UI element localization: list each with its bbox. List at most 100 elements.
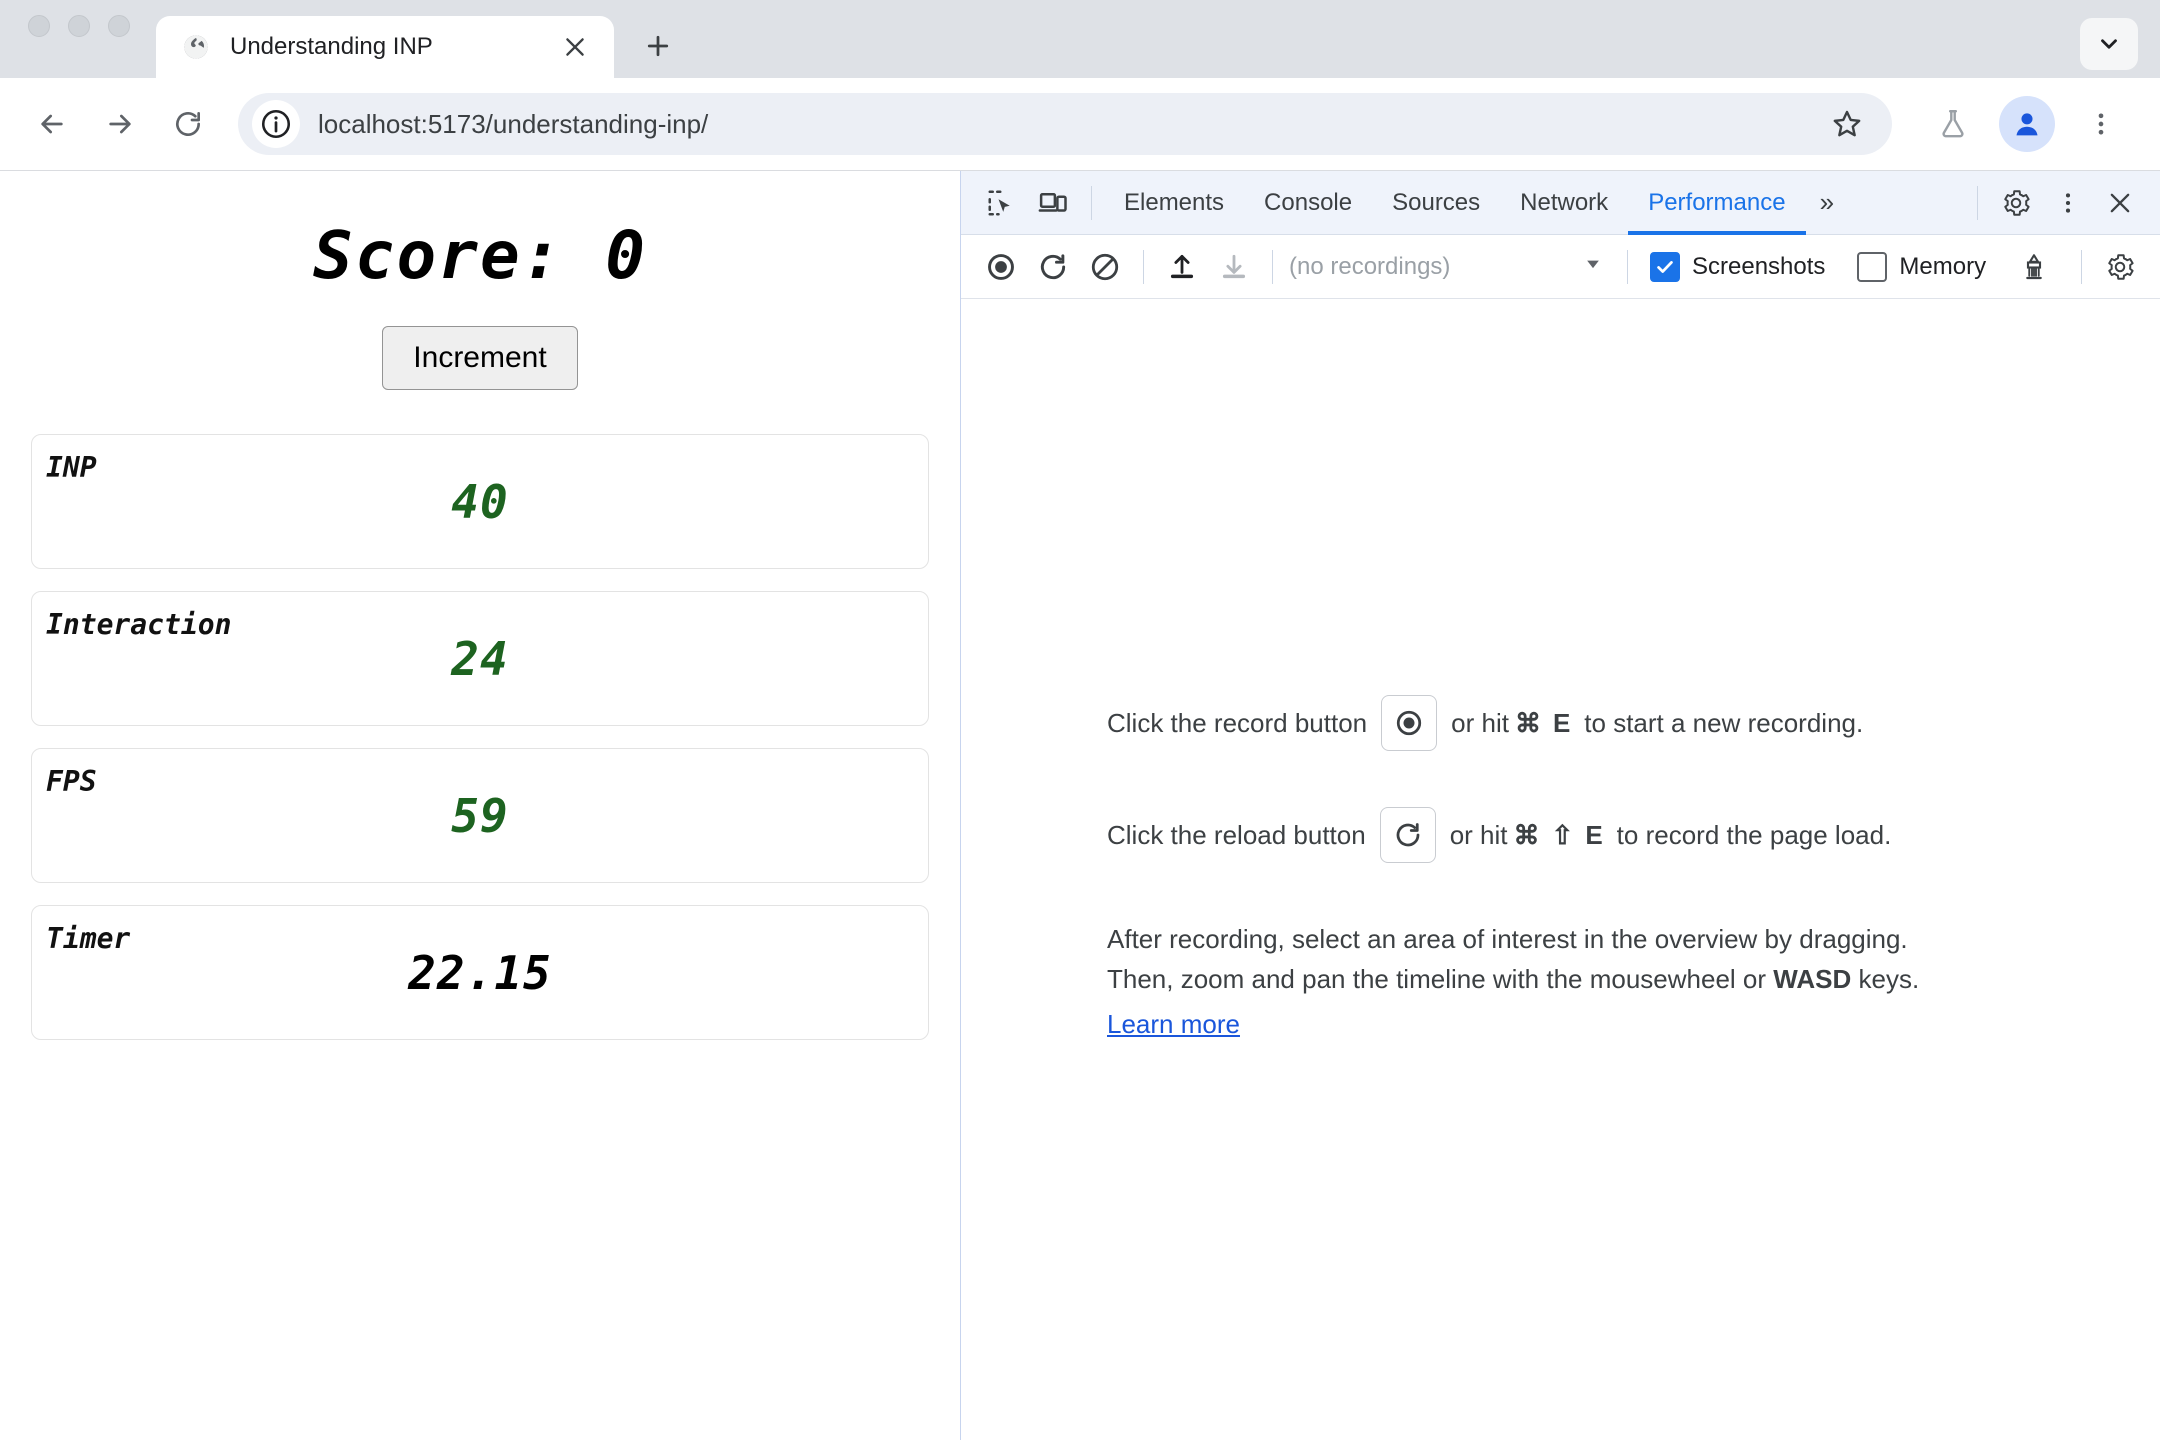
back-button[interactable]: [18, 90, 86, 158]
tab-console[interactable]: Console: [1264, 188, 1353, 216]
recordings-value: (no recordings): [1289, 252, 1451, 280]
tab-elements[interactable]: Elements: [1124, 188, 1225, 216]
divider: [1091, 185, 1092, 220]
device-toolbar-icon[interactable]: [1027, 177, 1079, 229]
metric-value: 59: [451, 788, 509, 843]
devtools-tab-bar: Elements Console Sources Network Perform…: [961, 171, 2160, 235]
web-page-content: Score: 0 Increment INP 40 Interaction 24…: [0, 171, 960, 1440]
viewport-split: Score: 0 Increment INP 40 Interaction 24…: [0, 170, 2160, 1440]
metric-label: Interaction: [46, 608, 232, 641]
record-hint-suffix-b: to start a new recording.: [1584, 707, 1864, 738]
chevron-down-icon: [1583, 254, 1603, 279]
clear-prohibited-icon[interactable]: [1079, 241, 1131, 293]
tab-title: Understanding INP: [230, 33, 433, 60]
tab-strip: Understanding INP: [0, 0, 2160, 78]
reload-hint-prefix: Click the reload button: [1107, 819, 1366, 850]
metric-card-timer: Timer 22.15: [31, 905, 929, 1040]
divider: [1977, 185, 1978, 220]
wasd-keys: WASD: [1773, 964, 1852, 995]
browser-tab[interactable]: Understanding INP: [156, 16, 614, 78]
browser-toolbar: localhost:5173/understanding-inp/: [0, 78, 2160, 170]
reload-hint-suffix-a: or hit: [1449, 819, 1508, 850]
metric-value: 24: [451, 631, 509, 686]
bookmark-star-icon[interactable]: [1812, 97, 1882, 151]
metric-card-inp: INP 40: [31, 434, 929, 569]
window-controls: [28, 0, 130, 78]
metric-card-list: INP 40 Interaction 24 FPS 59 Timer 22.15: [0, 434, 960, 1040]
reload-hint-suffix-b: to record the page load.: [1616, 819, 1892, 850]
tab-performance[interactable]: Performance: [1628, 171, 1805, 235]
record-hint-prefix: Click the record button: [1107, 707, 1368, 738]
recordings-dropdown[interactable]: (no recordings): [1285, 253, 1615, 281]
profile-avatar-icon[interactable]: [1994, 91, 2060, 157]
shift-key: ⇧: [1551, 819, 1574, 850]
experiments-flask-icon[interactable]: [1920, 91, 1986, 157]
close-icon[interactable]: [2094, 177, 2146, 229]
gear-icon[interactable]: [2094, 241, 2146, 293]
globe-icon: [182, 33, 210, 61]
inspect-element-icon[interactable]: [975, 177, 1027, 229]
download-profile-icon: [1208, 241, 1260, 293]
collect-garbage-icon[interactable]: [2008, 241, 2060, 293]
devtools-panel: Elements Console Sources Network Perform…: [960, 171, 2160, 1440]
divider: [2081, 249, 2082, 284]
new-tab-button[interactable]: [632, 20, 684, 72]
gear-icon[interactable]: [1990, 177, 2042, 229]
kebab-menu-icon[interactable]: [2042, 177, 2094, 229]
overview-hint-paragraph: After recording, select an area of inter…: [1107, 919, 2160, 1044]
forward-button[interactable]: [86, 90, 154, 158]
close-icon[interactable]: [558, 30, 592, 64]
performance-landing-page: Click the record button or hit ⌘ E to st…: [961, 299, 2160, 1440]
record-circle-icon[interactable]: [975, 241, 1027, 293]
screenshots-label: Screenshots: [1692, 252, 1826, 280]
kebab-menu-icon[interactable]: [2068, 91, 2134, 157]
metric-value: 40: [451, 474, 509, 529]
address-bar[interactable]: localhost:5173/understanding-inp/: [238, 93, 1892, 155]
memory-label: Memory: [1899, 252, 1987, 280]
e-key: E: [1585, 819, 1603, 850]
record-hint: Click the record button or hit ⌘ E to st…: [1107, 695, 2160, 752]
cmd-key: ⌘: [1513, 819, 1540, 850]
page-title: Score: 0: [313, 217, 647, 294]
metric-value: 22.15: [408, 945, 552, 1000]
tab-sources[interactable]: Sources: [1392, 188, 1481, 216]
metric-label: INP: [46, 451, 97, 484]
devtools-tabbar-actions: [1965, 177, 2160, 229]
window-minimize-button[interactable]: [68, 15, 90, 37]
divider: [1143, 249, 1144, 284]
record-circle-icon[interactable]: [1381, 695, 1438, 752]
paragraph-line-2b: keys.: [1858, 964, 1920, 995]
metric-card-interaction: Interaction 24: [31, 591, 929, 726]
reload-record-icon[interactable]: [1379, 807, 1436, 864]
record-hint-suffix-a: or hit: [1451, 707, 1509, 738]
screenshots-checkbox[interactable]: Screenshots: [1650, 251, 1847, 282]
cmd-key: ⌘: [1514, 707, 1541, 738]
increment-button[interactable]: Increment: [382, 326, 578, 390]
metric-label: Timer: [46, 922, 131, 955]
increment-button-row: Increment: [0, 326, 960, 390]
address-bar-url[interactable]: localhost:5173/understanding-inp/: [318, 108, 709, 139]
e-key: E: [1552, 707, 1571, 738]
paragraph-line-1: After recording, select an area of inter…: [1107, 924, 1908, 955]
window-maximize-button[interactable]: [108, 15, 130, 37]
performance-toolbar: (no recordings) Screenshots Memory: [961, 235, 2160, 299]
memory-checkbox[interactable]: Memory: [1857, 251, 2008, 282]
learn-more-link[interactable]: Learn more: [1107, 1008, 1240, 1039]
avatar: [1999, 96, 2055, 152]
divider: [1627, 249, 1628, 284]
divider: [1272, 249, 1273, 284]
metric-label: FPS: [46, 765, 97, 798]
reload-record-icon[interactable]: [1027, 241, 1079, 293]
chevron-down-icon[interactable]: [2080, 18, 2138, 70]
upload-profile-icon[interactable]: [1156, 241, 1208, 293]
reload-button[interactable]: [154, 90, 222, 158]
info-circle-icon[interactable]: [252, 100, 300, 148]
reload-hint: Click the reload button or hit ⌘ ⇧ E to …: [1107, 807, 2160, 864]
tab-network[interactable]: Network: [1520, 188, 1609, 216]
window-close-button[interactable]: [28, 15, 50, 37]
capture-settings-group: [2069, 241, 2160, 293]
checkbox-box: [1857, 251, 1888, 282]
more-tabs-icon[interactable]: »: [1819, 187, 1835, 217]
paragraph-line-2a: Then, zoom and pan the timeline with the…: [1107, 964, 1767, 995]
